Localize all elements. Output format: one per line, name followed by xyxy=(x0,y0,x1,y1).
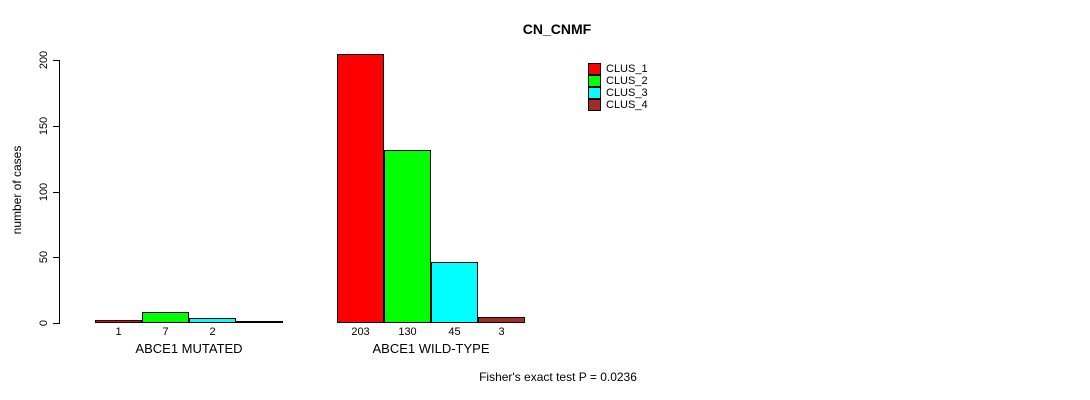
y-axis-tick-label: 100 xyxy=(38,182,50,202)
chart-title: CN_CNMF xyxy=(522,21,592,37)
bar-value-label: 130 xyxy=(398,326,417,338)
bar-clus-3-abce1-wild-type xyxy=(431,262,478,323)
legend-label: CLUS_2 xyxy=(606,75,648,87)
legend-label: CLUS_1 xyxy=(606,63,648,75)
y-axis-tick xyxy=(53,126,60,127)
y-axis-label: number of cases xyxy=(10,145,24,235)
bar-clus-4-abce1-wild-type xyxy=(478,317,525,323)
bar-clus-4-abce1-mutated xyxy=(236,321,283,323)
legend-label: CLUS_3 xyxy=(606,87,648,99)
bar-clus-1-abce1-wild-type xyxy=(337,54,384,323)
bar-value-label: 7 xyxy=(162,326,169,338)
y-axis-tick xyxy=(53,192,60,193)
bar-value-label: 203 xyxy=(351,326,370,338)
legend-swatch-icon xyxy=(588,87,601,99)
legend-item-clus-2: CLUS_2 xyxy=(588,75,648,87)
bar-value-label: 45 xyxy=(448,326,461,338)
category-label-abce1-mutated: ABCE1 MUTATED xyxy=(135,341,243,356)
bar-value-label: 1 xyxy=(115,326,122,338)
y-axis-tick xyxy=(53,60,60,61)
pvalue-annotation: Fisher's exact test P = 0.0236 xyxy=(479,370,637,384)
y-axis-tick xyxy=(53,323,60,324)
bar-clus-2-abce1-wild-type xyxy=(384,150,431,323)
legend: CLUS_1 CLUS_2 CLUS_3 CLUS_4 xyxy=(588,63,648,111)
legend-item-clus-4: CLUS_4 xyxy=(588,99,648,111)
bar-clus-3-abce1-mutated xyxy=(189,318,236,323)
legend-label: CLUS_4 xyxy=(606,99,648,111)
bar-clus-2-abce1-mutated xyxy=(142,312,189,323)
y-axis-tick-label: 200 xyxy=(38,50,50,70)
category-label-abce1-wild-type: ABCE1 WILD-TYPE xyxy=(372,341,490,356)
legend-item-clus-3: CLUS_3 xyxy=(588,87,648,99)
y-axis-tick-label: 50 xyxy=(38,250,50,264)
bar-clus-1-abce1-mutated xyxy=(95,320,142,323)
legend-swatch-icon xyxy=(588,63,601,75)
y-axis-tick-label: 150 xyxy=(38,116,50,136)
legend-swatch-icon xyxy=(588,99,601,111)
legend-item-clus-1: CLUS_1 xyxy=(588,63,648,75)
bar-value-label: 2 xyxy=(209,326,216,338)
y-axis-tick xyxy=(53,257,60,258)
legend-swatch-icon xyxy=(588,75,601,87)
bar-value-label: 3 xyxy=(498,326,505,338)
y-axis-tick-label: 0 xyxy=(38,319,50,327)
